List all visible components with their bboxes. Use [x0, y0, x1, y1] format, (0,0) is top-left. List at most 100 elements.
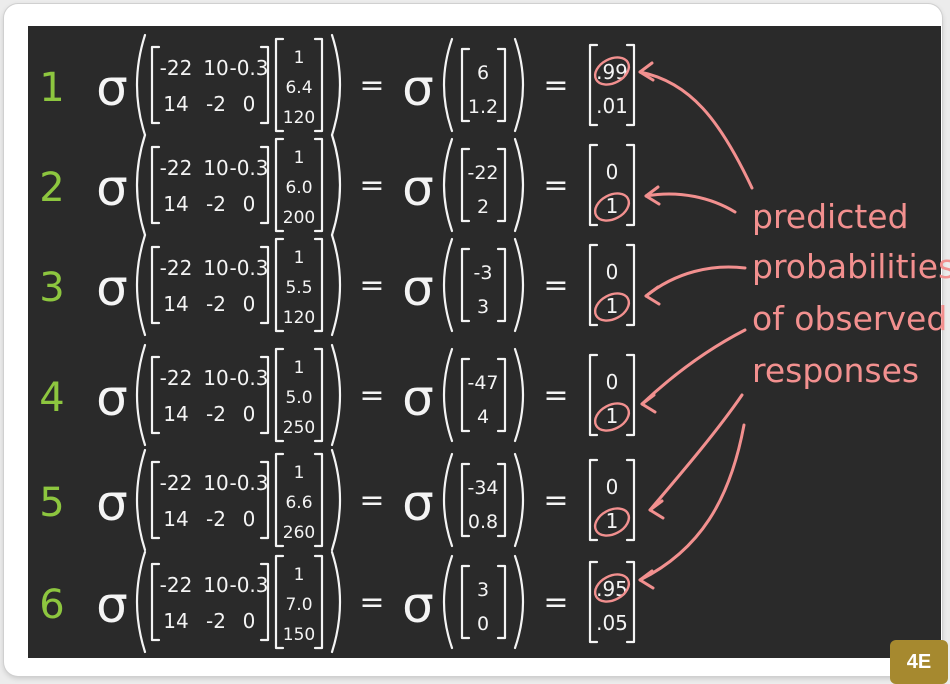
- weight-cell: 10: [203, 256, 228, 280]
- sigma-symbol: σ: [402, 474, 434, 532]
- sigma-close-paren: [513, 554, 525, 650]
- feature-vector-right-bracket: [313, 452, 324, 548]
- arrow-head: [648, 499, 665, 520]
- observed-probability-circle: [593, 56, 631, 86]
- sigma-symbol: σ: [402, 159, 434, 217]
- sigma-symbol: σ: [96, 159, 128, 217]
- weight-cell: 0: [243, 507, 256, 531]
- weight-cell: 0: [243, 402, 256, 426]
- sigma-open-paren: [135, 343, 147, 447]
- sigma-symbol: σ: [96, 369, 128, 427]
- logit-cell: 0.8: [468, 511, 498, 533]
- probability-cell: 0: [606, 160, 619, 184]
- sigma-open-paren: [135, 133, 147, 237]
- probability-cell: 1: [606, 194, 619, 218]
- feature-cell: 120: [283, 308, 315, 328]
- annotation-arrow-2: [644, 185, 737, 214]
- logit-vector-right-bracket: [496, 147, 507, 223]
- logit-cell: -34: [467, 477, 498, 499]
- logit-vector-left-bracket: [460, 147, 471, 223]
- probability-vector-left-bracket: [588, 353, 599, 437]
- sigma-open-paren: [442, 137, 454, 233]
- equals-sign: =: [359, 378, 384, 413]
- probability-vector-left-bracket: [588, 143, 599, 227]
- equals-sign: =: [543, 378, 568, 413]
- sigma-symbol: σ: [402, 576, 434, 634]
- weight-cell: 0: [243, 292, 256, 316]
- feature-cell: 1: [294, 358, 305, 378]
- feature-cell: 260: [283, 523, 315, 543]
- weight-cell: 14: [163, 292, 188, 316]
- weight-matrix-left-bracket: [150, 245, 161, 325]
- logit-cell: 2: [477, 196, 489, 218]
- equals-sign: =: [543, 68, 568, 103]
- sigma-close-paren: [330, 233, 342, 337]
- weight-cell: -2: [206, 507, 226, 531]
- sigma-close-paren: [330, 133, 342, 237]
- arrow-shaft: [648, 393, 744, 512]
- sigma-close-paren: [513, 137, 525, 233]
- weight-cell: -0.3: [229, 156, 268, 180]
- feature-cell: 1: [294, 565, 305, 585]
- equals-sign: =: [543, 268, 568, 303]
- weight-cell: -22: [160, 156, 193, 180]
- annotation-line: probabilities: [752, 247, 950, 286]
- logit-cell: 0: [477, 613, 489, 635]
- logit-vector-left-bracket: [460, 462, 471, 538]
- probability-cell: 1: [606, 294, 619, 318]
- weight-cell: 0: [243, 92, 256, 116]
- weight-cell: -22: [160, 471, 193, 495]
- weight-cell: -0.3: [229, 256, 268, 280]
- weight-matrix-left-bracket: [150, 562, 161, 642]
- weight-cell: -0.3: [229, 56, 268, 80]
- logit-vector-right-bracket: [496, 357, 507, 433]
- sigma-close-paren: [330, 550, 342, 654]
- logit-cell: 4: [477, 406, 489, 428]
- row-number: 3: [39, 265, 64, 311]
- sigma-open-paren: [135, 233, 147, 337]
- feature-vector-right-bracket: [313, 347, 324, 443]
- probability-vector-left-bracket: [588, 560, 599, 644]
- weight-cell: -0.3: [229, 366, 268, 390]
- weight-cell: 14: [163, 507, 188, 531]
- slide-badge: 4E: [890, 640, 948, 684]
- observed-probability-circle: [593, 573, 631, 603]
- observed-probability-circle: [593, 507, 631, 537]
- probability-vector-right-bracket: [625, 143, 636, 227]
- weight-cell: 0: [243, 609, 256, 633]
- arrow-shaft: [638, 70, 754, 190]
- equals-sign: =: [359, 68, 384, 103]
- weight-cell: 14: [163, 402, 188, 426]
- weight-matrix-left-bracket: [150, 355, 161, 435]
- arrow-head: [638, 569, 655, 590]
- feature-cell: 6.6: [285, 493, 312, 513]
- equals-sign: =: [359, 585, 384, 620]
- row-number: 4: [39, 375, 64, 421]
- sigma-open-paren: [442, 37, 454, 133]
- observed-probability-circle: [593, 292, 631, 322]
- weight-cell: 0: [243, 192, 256, 216]
- weight-cell: 14: [163, 609, 188, 633]
- feature-vector-left-bracket: [274, 137, 285, 233]
- sigma-symbol: σ: [96, 576, 128, 634]
- probability-vector-right-bracket: [625, 560, 636, 644]
- logit-cell: 3: [477, 296, 489, 318]
- weight-matrix-right-bracket: [259, 245, 270, 325]
- weight-cell: -0.3: [229, 573, 268, 597]
- probability-cell: .05: [596, 611, 628, 635]
- sigma-close-paren: [330, 33, 342, 137]
- sigma-open-paren: [442, 452, 454, 548]
- arrow-head: [644, 185, 661, 206]
- annotation-label: predicted probabilities of observed respons…: [752, 197, 950, 390]
- feature-cell: 1: [294, 463, 305, 483]
- logit-vector-right-bracket: [496, 47, 507, 123]
- probability-vector-right-bracket: [625, 43, 636, 127]
- row-number: 2: [39, 165, 64, 211]
- probability-vector-left-bracket: [588, 458, 599, 542]
- weight-matrix-right-bracket: [259, 145, 270, 225]
- feature-vector-left-bracket: [274, 37, 285, 133]
- weight-cell: -22: [160, 56, 193, 80]
- weight-cell: -2: [206, 92, 226, 116]
